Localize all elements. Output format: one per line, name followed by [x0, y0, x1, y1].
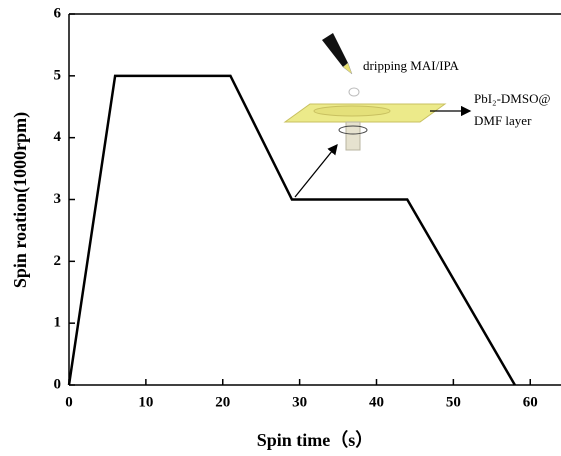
x-axis-title: Spin time（s） [257, 430, 374, 450]
data-line [67, 74, 516, 386]
y-tick-label: 1 [54, 315, 62, 331]
y-tick-label: 5 [54, 67, 62, 83]
x-tick-label: 20 [215, 394, 230, 410]
x-tick-label: 10 [138, 394, 153, 410]
y-tick-label: 0 [54, 376, 62, 392]
x-tick-label: 0 [65, 394, 73, 410]
annotation: dripping MAI/IPA [363, 58, 460, 73]
inset-illustration [283, 33, 472, 198]
y-tick-label: 3 [54, 191, 62, 207]
y-tick-label: 2 [54, 253, 62, 269]
annotation: DMF layer [474, 113, 532, 128]
x-tick-label: 40 [369, 394, 384, 410]
y-tick-label: 4 [54, 129, 62, 145]
y-axis-title: Spin roation(1000rpm) [10, 112, 31, 288]
annotation: PbI₂-DMSO@ [474, 91, 550, 106]
x-tick-label: 50 [446, 394, 461, 410]
x-tick-label: 60 [523, 394, 538, 410]
y-tick-label: 6 [54, 5, 62, 21]
x-tick-label: 30 [292, 394, 307, 410]
